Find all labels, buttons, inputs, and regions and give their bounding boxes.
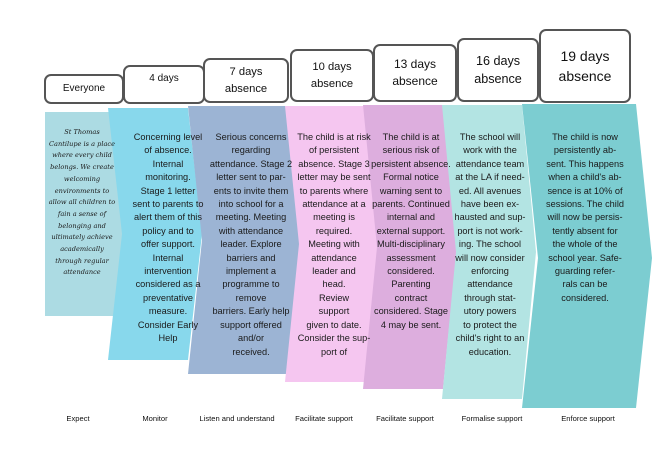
stage-header-19-days: 19 days absence bbox=[539, 29, 631, 103]
stage-footer-monitor: Monitor bbox=[142, 414, 168, 423]
stage-arrow-everyone bbox=[45, 112, 137, 316]
stage-header-13-days: 13 days absence bbox=[373, 44, 457, 102]
stage-header-16-days: 16 days absence bbox=[457, 38, 539, 102]
stage-footer-formalise-support: Formalise support bbox=[461, 414, 523, 423]
stage-footer-enforce-support: Enforce support bbox=[561, 414, 615, 423]
stage-footer-facilitate-support-1: Facilitate support bbox=[295, 414, 353, 423]
stage-body-10-days: The child is at risk of persistent absen… bbox=[297, 132, 371, 357]
stage-body-7-days: Serious concerns regarding attendance. S… bbox=[209, 132, 293, 357]
stage-arrow-4-days bbox=[108, 108, 202, 360]
stage-header-4-days: 4 days bbox=[123, 65, 205, 104]
stage-header-everyone: Everyone bbox=[44, 74, 124, 104]
stage-header-7-days: 7 days absence bbox=[203, 58, 289, 103]
stage-body-19-days: The child is now persistently ab- sent. … bbox=[546, 132, 624, 303]
stage-arrow-13-days bbox=[363, 105, 457, 389]
stage-body-16-days: The school will work with the attendance… bbox=[454, 132, 526, 357]
stage-body-everyone: St Thomas Cantilupe is a place where eve… bbox=[48, 128, 116, 277]
stage-arrow-7-days bbox=[188, 106, 302, 374]
stage-arrow-16-days bbox=[442, 105, 536, 399]
stage-body-13-days: The child is at serious risk of persiste… bbox=[371, 132, 451, 330]
stage-header-10-days: 10 days absence bbox=[290, 49, 374, 102]
stage-footer-expect: Expect bbox=[66, 414, 90, 423]
stage-footer-listen-and-understand: Listen and understand bbox=[199, 414, 275, 423]
stage-arrow-10-days bbox=[285, 106, 379, 382]
stage-footer-facilitate-support-2: Facilitate support bbox=[376, 414, 434, 423]
stage-arrow-19-days bbox=[522, 104, 652, 408]
stage-body-4-days: Concerning level of absence. Internal mo… bbox=[132, 132, 204, 344]
